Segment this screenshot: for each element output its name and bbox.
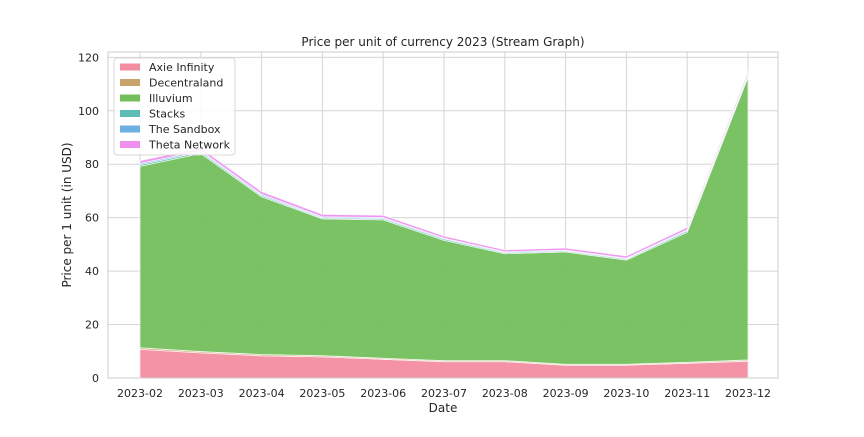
y-ticks: 0 20 40 60 80 100 120	[78, 51, 99, 385]
x-tick-label: 2023-03	[178, 387, 224, 400]
legend-swatch	[120, 141, 140, 148]
legend-label: Decentraland	[149, 77, 223, 90]
legend-label: Axie Infinity	[149, 61, 215, 74]
legend: Axie Infinity Decentraland Illuvium Stacks T…	[113, 57, 236, 156]
x-tick-label: 2023-10	[603, 387, 649, 400]
x-tick-label: 2023-02	[117, 387, 163, 400]
x-tick-label: 2023-11	[664, 387, 710, 400]
y-tick-label: 100	[78, 105, 99, 118]
legend-label: Stacks	[149, 108, 185, 121]
chart-title: Price per unit of currency 2023 (Stream …	[301, 35, 584, 49]
legend-swatch	[120, 63, 140, 71]
x-tick-label: 2023-04	[239, 387, 285, 400]
plot-frame	[107, 51, 779, 379]
legend-box	[113, 57, 236, 156]
legend-label: Illuvium	[149, 92, 193, 105]
y-tick-label: 60	[85, 212, 99, 225]
x-tick-label: 2023-12	[725, 387, 771, 400]
x-tick-label: 2023-06	[360, 387, 406, 400]
legend-swatch	[120, 125, 140, 133]
y-tick-label: 120	[78, 51, 99, 64]
legend-swatch	[120, 79, 140, 86]
legend-swatch	[120, 94, 140, 102]
y-tick-label: 20	[85, 319, 99, 332]
x-tick-label: 2023-08	[482, 387, 528, 400]
legend-swatch	[120, 110, 140, 117]
legend-label: The Sandbox	[148, 123, 221, 136]
y-tick-label: 0	[92, 372, 99, 385]
y-tick-label: 40	[85, 265, 99, 278]
x-tick-label: 2023-07	[421, 387, 467, 400]
y-tick-label: 80	[85, 158, 99, 171]
x-tick-label: 2023-09	[543, 387, 589, 400]
legend-label: Theta Network	[148, 139, 231, 152]
x-ticks: 2023-02 2023-03 2023-04 2023-05 2023-06 2023-…	[117, 387, 771, 400]
x-axis-label: Date	[429, 401, 458, 415]
area-theta-network	[139, 71, 749, 259]
y-axis-label: Price per 1 unit (in USD)	[60, 142, 74, 287]
x-tick-label: 2023-05	[299, 387, 345, 400]
